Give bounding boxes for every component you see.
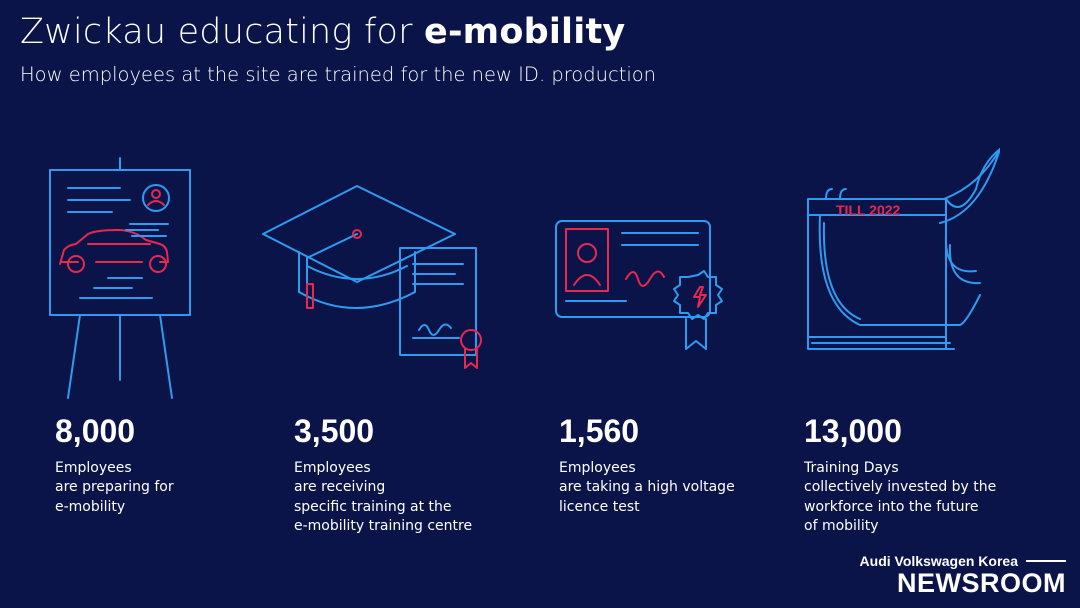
stat-employees-training-centre: 3,500 Employees are receiving specific t… [294, 412, 472, 536]
graduation-cap-certificate-icon [262, 185, 482, 369]
stat-description: Employees are taking a high voltage lice… [559, 460, 735, 515]
page-title: Zwickau educating for e-mobility [20, 12, 626, 52]
svg-text:TILL 2022: TILL 2022 [836, 202, 901, 218]
presentation-easel-car-icon [49, 157, 191, 399]
stat-description: Training Days collectively invested by t… [804, 460, 997, 534]
stat-number: 1,560 [559, 413, 640, 449]
stat-employees-licence: 1,560 Employees are taking a high voltag… [559, 412, 735, 517]
page-subtitle: How employees at the site are trained fo… [20, 63, 657, 86]
stat-number: 13,000 [804, 413, 902, 449]
stat-number: 8,000 [55, 413, 136, 449]
stat-description: Employees are preparing for e-mobility [55, 460, 174, 515]
stat-employees-preparing: 8,000 Employees are preparing for e-mobi… [55, 412, 174, 517]
stat-training-days: 13,000 Training Days collectively invest… [804, 412, 996, 536]
calendar-icon: TILL 2022 [807, 148, 1000, 350]
stat-number: 3,500 [294, 413, 375, 449]
stat-description: Employees are receiving specific trainin… [294, 460, 473, 534]
licence-card-badge-icon [555, 220, 723, 350]
brand-logo: Audi Volkswagen Korea NEWSROOM [860, 553, 1066, 597]
brand-divider [1026, 560, 1066, 562]
brand-newsroom: NEWSROOM [897, 568, 1066, 598]
brand-subtitle: Audi Volkswagen Korea [859, 553, 1018, 569]
